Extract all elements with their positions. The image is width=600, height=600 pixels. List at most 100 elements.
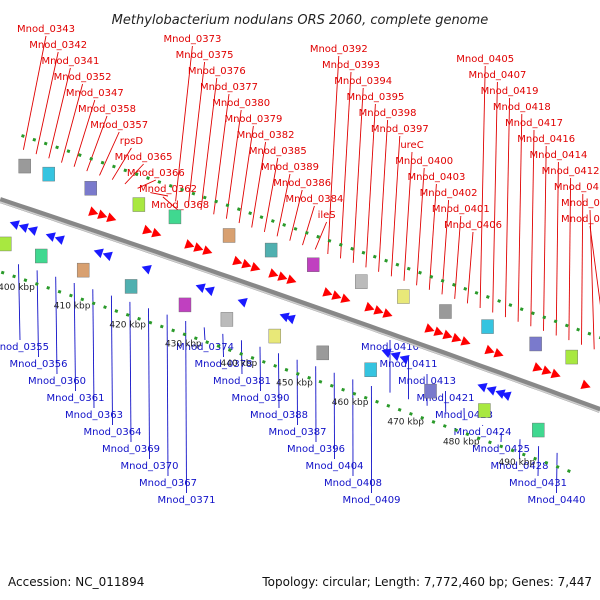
reverse-gene-label: Mnod_0381 (213, 376, 271, 387)
forward-leader-line (365, 103, 376, 268)
forward-gene-label: Mnod_0420 (561, 198, 600, 209)
forward-gene-label: Mnod_0341 (41, 56, 99, 67)
reverse-gene-16 (477, 382, 488, 393)
forward-leader-line (22, 35, 47, 150)
forward-gene-24 (460, 336, 471, 346)
reverse-gene-5 (93, 248, 104, 259)
reverse-leader-line (240, 340, 243, 375)
reverse-gene-2 (27, 226, 38, 236)
forward-gene-label: Mnod_0365 (115, 152, 173, 163)
forward-leader-line (530, 129, 535, 327)
forward-gene-7 (202, 245, 213, 255)
reverse-gene-label: Mnod_0370 (121, 461, 179, 472)
forward-gene-26 (493, 348, 504, 358)
forward-gene-0 (88, 206, 99, 216)
forward-leader-line (61, 83, 84, 163)
forward-gene-label: Mnod_0412 (542, 166, 600, 177)
forward-gene-label: Mnod_0366 (127, 168, 185, 179)
forward-leader-line (35, 51, 59, 155)
reverse-gene-label: Mnod_0367 (139, 478, 197, 489)
forward-leader-line (162, 196, 181, 213)
forward-leader-line (327, 55, 340, 255)
forward-gene-4 (151, 227, 162, 238)
reverse-leader-line (166, 314, 169, 477)
forward-gene-18 (373, 305, 384, 315)
cog-box-outer-4 (168, 209, 182, 225)
forward-leader-line (238, 125, 254, 224)
cog-box-outer-11 (481, 319, 494, 334)
forward-leader-line (187, 61, 206, 206)
forward-gene-label: Mnod_0403 (407, 172, 465, 183)
reverse-leader-line (259, 346, 261, 392)
reverse-gene-label: Mnod_0428 (491, 461, 549, 472)
forward-gene-label: Mnod_0417 (505, 118, 563, 129)
forward-leader-line (543, 145, 547, 331)
forward-leader-line (99, 131, 120, 176)
forward-leader-line (175, 45, 193, 202)
forward-leader-line (403, 151, 413, 281)
cog-box-outer-6 (264, 242, 278, 258)
forward-gene-2 (106, 212, 117, 222)
forward-gene-label: Mnod_0368 (151, 200, 209, 211)
forward-gene-label: Mnod_0347 (66, 88, 124, 99)
forward-gene-28 (541, 365, 552, 375)
forward-leader-line (150, 192, 169, 197)
kbp-tick-label: 480 kbp (443, 438, 480, 448)
forward-gene-label: Mnod_0397 (371, 124, 429, 135)
reverse-gene-1 (18, 223, 29, 233)
reverse-leader-line (73, 282, 76, 392)
forward-gene-5 (184, 239, 195, 249)
forward-gene-label: ureC (400, 140, 423, 151)
forward-leader-line (428, 183, 437, 290)
forward-leader-line (378, 119, 389, 272)
cog-box-outer-0 (18, 158, 31, 174)
forward-gene-label: Mnod_0414 (529, 150, 587, 161)
forward-leader-line (441, 199, 450, 295)
forward-gene-label: Mnod_0380 (212, 98, 270, 109)
forward-leader-line (314, 221, 328, 250)
forward-gene-10 (250, 261, 261, 272)
reverse-gene-label: Mnod_0396 (287, 444, 345, 455)
backbone-highlight (0, 201, 600, 413)
reverse-leader-line (222, 333, 224, 358)
forward-gene-19 (382, 308, 393, 318)
forward-gene-label: Mnod_0402 (420, 188, 478, 199)
reverse-leader-line (148, 308, 150, 460)
reverse-gene-label: Mnod_0360 (28, 376, 86, 387)
forward-gene-11 (268, 268, 279, 278)
forward-leader-line (225, 109, 242, 219)
forward-gene-label: Mnod_0406 (444, 220, 502, 231)
cog-box-outer-1 (42, 166, 55, 182)
forward-gene-15 (331, 290, 342, 300)
forward-gene-label: Mnod_0393 (322, 60, 380, 71)
cog-box-outer-5 (222, 228, 236, 243)
reverse-gene-label: Mnod_0371 (158, 495, 216, 506)
forward-leader-line (200, 77, 218, 211)
forward-leader-line (390, 135, 401, 277)
reverse-gene-6 (102, 251, 113, 262)
reverse-gene-label: Mnod_0440 (528, 495, 586, 506)
forward-leader-line (340, 71, 352, 259)
forward-gene-label: rpsD (120, 136, 144, 147)
reverse-leader-line (278, 353, 280, 409)
forward-gene-label: Mnod_0392 (310, 44, 368, 55)
forward-gene-label: ileS (318, 210, 336, 221)
forward-gene-label: Mnod_0416 (517, 134, 575, 145)
forward-gene-3 (142, 224, 153, 235)
forward-gene-25 (484, 344, 495, 355)
forward-gene-23 (451, 332, 462, 343)
reverse-gene-label: Mnod_0423 (435, 410, 493, 421)
forward-gene-label: Mnod_0376 (188, 66, 246, 77)
reverse-gene-label: Mnod_0356 (10, 359, 68, 370)
forward-gene-label: Mnod_0407 (468, 70, 526, 81)
reverse-leader-line (129, 301, 132, 443)
forward-gene-label: Mnod_0342 (29, 40, 87, 51)
forward-leader-line (124, 163, 144, 185)
forward-gene-label: Mnod_0418 (493, 102, 551, 113)
forward-leader-line (48, 67, 71, 159)
forward-leader-line (289, 189, 303, 241)
reverse-leader-line (537, 446, 540, 477)
forward-leader-line (568, 177, 572, 341)
forward-leader-line (454, 215, 462, 299)
